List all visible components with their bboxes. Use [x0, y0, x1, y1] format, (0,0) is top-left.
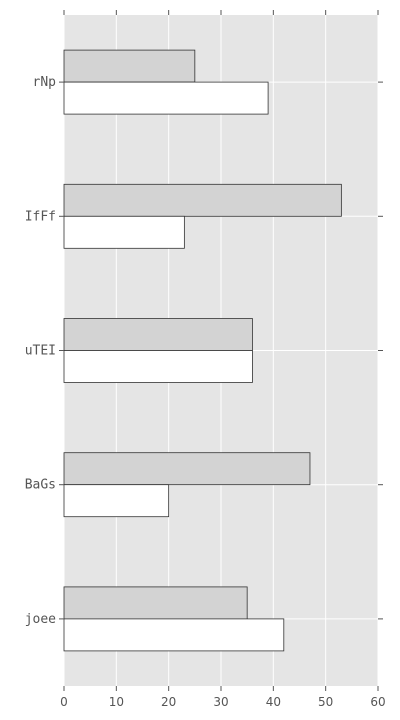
bar-BaGs-series-1	[63, 452, 311, 486]
bar-uTEI-series-1	[63, 318, 253, 351]
bar-IfFf-series-1	[63, 183, 342, 217]
x-tick-label: 0	[60, 695, 68, 709]
x-tick-label: 20	[161, 695, 176, 709]
y-tick-label-IfFf: IfFf	[25, 209, 56, 224]
x-tick-label: 50	[318, 695, 333, 709]
bars	[63, 49, 342, 652]
bar-rNp-series-2	[63, 81, 269, 115]
x-tick-label: 60	[370, 695, 385, 709]
tick-labels: 0 10 20 30 40 50 60 joee BaGs uTEI IfFf rNp	[25, 75, 386, 709]
y-tick-label-uTEI: uTEI	[25, 344, 56, 359]
bar-uTEI-series-2	[63, 350, 253, 383]
x-tick-label: 10	[109, 695, 124, 709]
y-tick-label-BaGs: BaGs	[25, 478, 56, 493]
bar-joee-series-2	[63, 618, 285, 652]
x-tick-label: 40	[266, 695, 281, 709]
y-tick-label-rNp: rNp	[33, 75, 57, 90]
y-tick-label-joee: joee	[25, 612, 56, 627]
bar-IfFf-series-2	[63, 215, 185, 249]
bar-joee-series-1	[63, 586, 248, 620]
bar-rNp-series-1	[63, 49, 196, 83]
axis-ticks	[59, 10, 383, 691]
bar-BaGs-series-2	[63, 484, 170, 518]
x-tick-label: 30	[213, 695, 228, 709]
